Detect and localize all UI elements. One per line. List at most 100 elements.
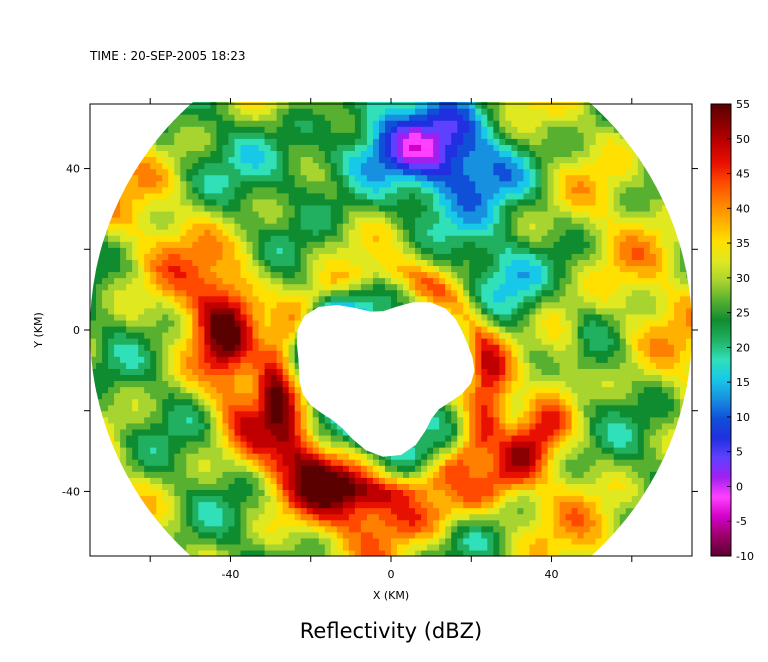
reflectivity-cell [270, 380, 278, 388]
reflectivity-cell [559, 465, 567, 472]
reflectivity-cell [589, 277, 597, 285]
reflectivity-cell [475, 338, 482, 345]
reflectivity-cell [360, 447, 368, 454]
reflectivity-cell [499, 374, 506, 382]
reflectivity-cell [120, 265, 127, 273]
reflectivity-cell [427, 471, 434, 478]
reflectivity-cell [619, 495, 627, 503]
reflectivity-cell [481, 495, 488, 503]
reflectivity-cell [469, 440, 476, 448]
reflectivity-cell [126, 422, 133, 430]
reflectivity-cell [342, 289, 350, 297]
reflectivity-cell [264, 459, 272, 466]
reflectivity-cell [318, 465, 326, 472]
reflectivity-cell [577, 459, 585, 466]
reflectivity-cell [246, 531, 254, 539]
reflectivity-cell [451, 289, 458, 297]
reflectivity-cell [96, 356, 103, 363]
reflectivity-cell [481, 332, 488, 339]
reflectivity-cell [228, 380, 236, 388]
reflectivity-cell [583, 277, 591, 285]
reflectivity-cell [529, 440, 537, 448]
reflectivity-cell [679, 271, 687, 279]
reflectivity-cell [162, 350, 169, 357]
reflectivity-cell [523, 319, 531, 327]
reflectivity-cell [463, 283, 470, 291]
reflectivity-cell [294, 434, 302, 442]
reflectivity-cell [378, 301, 386, 309]
reflectivity-cell [565, 380, 573, 388]
reflectivity-cell [366, 501, 374, 509]
reflectivity-cell [282, 483, 290, 491]
reflectivity-cell [655, 313, 663, 321]
reflectivity-cell [427, 459, 434, 466]
reflectivity-cell [306, 507, 314, 515]
reflectivity-cell [144, 428, 151, 436]
reflectivity-cell [246, 362, 254, 369]
reflectivity-cell [463, 410, 470, 418]
reflectivity-cell [481, 549, 488, 557]
reflectivity-cell [541, 398, 549, 406]
reflectivity-cell [264, 447, 272, 454]
reflectivity-cell [174, 537, 181, 545]
reflectivity-cell [661, 253, 669, 260]
reflectivity-cell [318, 253, 326, 260]
reflectivity-cell [619, 356, 627, 363]
reflectivity-cell [469, 265, 476, 273]
reflectivity-cell [559, 537, 567, 545]
reflectivity-cell [511, 325, 519, 333]
reflectivity-cell [625, 368, 633, 375]
reflectivity-cell [469, 422, 476, 430]
reflectivity-cell [102, 344, 109, 351]
reflectivity-cell [481, 253, 488, 260]
reflectivity-cell [649, 338, 657, 345]
reflectivity-cell [144, 422, 151, 430]
reflectivity-cell [403, 495, 410, 503]
reflectivity-cell [162, 434, 169, 442]
reflectivity-cell [366, 283, 374, 291]
reflectivity-cell [547, 338, 555, 345]
reflectivity-cell [487, 489, 494, 497]
reflectivity-cell [228, 519, 236, 527]
reflectivity-cell [535, 283, 543, 291]
reflectivity-cell [246, 325, 254, 333]
reflectivity-cell [529, 332, 537, 339]
reflectivity-cell [595, 398, 603, 406]
reflectivity-cell [403, 531, 410, 539]
reflectivity-cell [565, 307, 573, 315]
reflectivity-cell [204, 434, 211, 442]
reflectivity-cell [499, 344, 506, 351]
reflectivity-cell [264, 531, 272, 539]
reflectivity-cell [366, 525, 374, 533]
reflectivity-cell [571, 380, 579, 388]
reflectivity-cell [595, 489, 603, 497]
reflectivity-cell [156, 319, 163, 327]
reflectivity-cell [180, 489, 187, 497]
reflectivity-cell [90, 313, 97, 321]
reflectivity-cell [445, 525, 452, 533]
reflectivity-cell [535, 495, 543, 503]
reflectivity-cell [288, 543, 296, 551]
reflectivity-cell [222, 386, 230, 394]
reflectivity-cell [138, 301, 145, 309]
reflectivity-cell [559, 319, 567, 327]
reflectivity-cell [463, 489, 470, 497]
reflectivity-cell [330, 434, 338, 442]
reflectivity-cell [673, 392, 681, 400]
reflectivity-cell [282, 338, 290, 345]
reflectivity-cell [619, 465, 627, 472]
reflectivity-cell [511, 344, 519, 351]
reflectivity-cell [661, 295, 669, 303]
reflectivity-cell [649, 362, 657, 369]
reflectivity-cell [685, 332, 692, 339]
reflectivity-cell [505, 537, 512, 545]
reflectivity-cell [144, 440, 151, 448]
reflectivity-cell [132, 459, 139, 466]
reflectivity-cell [276, 477, 284, 484]
reflectivity-cell [354, 471, 362, 478]
reflectivity-cell [643, 440, 651, 448]
reflectivity-cell [487, 416, 494, 424]
reflectivity-cell [264, 289, 272, 297]
reflectivity-cell [517, 410, 525, 418]
reflectivity-cell [348, 501, 356, 509]
